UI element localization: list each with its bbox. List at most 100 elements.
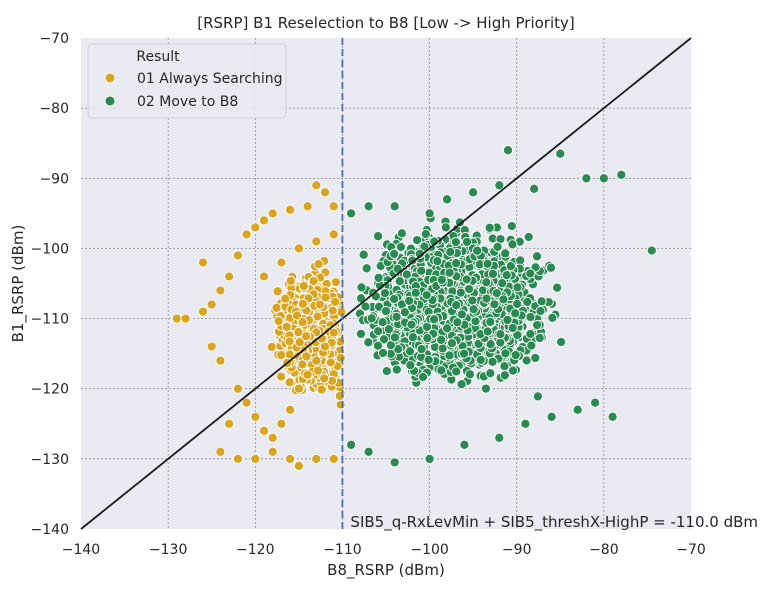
data-point-move-to-b8 — [452, 317, 463, 328]
data-point-move-to-b8 — [525, 328, 536, 340]
data-point-move-to-b8 — [481, 293, 492, 304]
data-point-move-to-b8 — [534, 332, 545, 344]
data-point-always-searching — [284, 336, 295, 347]
data-point-always-searching — [302, 369, 313, 380]
x-tick-label: −90 — [502, 542, 532, 558]
data-point-move-to-b8 — [455, 287, 466, 298]
data-point-move-to-b8 — [410, 287, 421, 298]
legend-marker-always-searching — [104, 72, 116, 84]
data-point-move-to-b8 — [436, 274, 447, 285]
data-point-always-searching — [241, 397, 252, 408]
data-point-move-to-b8 — [484, 222, 495, 233]
data-point-always-searching — [284, 377, 295, 388]
data-point-always-searching — [232, 383, 243, 394]
data-point-always-searching — [311, 453, 322, 464]
data-point-move-to-b8 — [429, 314, 440, 325]
data-point-always-searching — [301, 331, 312, 342]
data-point-move-to-b8 — [346, 439, 357, 450]
data-point-always-searching — [258, 425, 270, 436]
data-point-always-searching — [241, 229, 252, 240]
data-point-move-to-b8 — [381, 366, 392, 377]
data-point-always-searching — [273, 316, 284, 327]
data-point-move-to-b8 — [480, 383, 491, 394]
data-point-move-to-b8 — [616, 169, 627, 180]
data-point-move-to-b8 — [498, 294, 509, 305]
data-point-always-searching — [330, 277, 341, 288]
data-point-move-to-b8 — [389, 293, 400, 305]
data-point-move-to-b8 — [461, 274, 472, 285]
data-point-move-to-b8 — [422, 333, 433, 344]
data-point-move-to-b8 — [531, 251, 543, 262]
data-point-move-to-b8 — [485, 368, 496, 379]
data-point-move-to-b8 — [501, 270, 512, 281]
data-point-always-searching — [319, 187, 331, 198]
data-point-move-to-b8 — [389, 248, 400, 259]
data-point-always-searching — [298, 280, 309, 292]
data-point-move-to-b8 — [546, 411, 557, 422]
y-tick-label: −110 — [31, 312, 69, 328]
data-point-move-to-b8 — [437, 343, 448, 354]
data-point-move-to-b8 — [552, 282, 563, 293]
data-point-move-to-b8 — [482, 258, 493, 269]
data-point-move-to-b8 — [395, 241, 406, 253]
data-point-always-searching — [297, 359, 308, 370]
data-point-move-to-b8 — [417, 371, 429, 383]
data-point-move-to-b8 — [451, 300, 462, 311]
data-point-move-to-b8 — [532, 391, 543, 402]
legend-box — [87, 43, 287, 119]
data-point-move-to-b8 — [407, 332, 418, 343]
data-point-always-searching — [291, 310, 303, 321]
x-tick-label: −70 — [676, 542, 706, 558]
data-point-always-searching — [250, 411, 261, 422]
data-point-always-searching — [312, 311, 323, 322]
data-point-move-to-b8 — [391, 364, 402, 375]
threshold-annotation: SIB5_q-RxLevMin + SIB5_threshX-HighP = -… — [350, 513, 758, 532]
data-point-move-to-b8 — [572, 404, 583, 415]
data-point-move-to-b8 — [526, 340, 537, 351]
data-point-always-searching — [267, 432, 278, 443]
reference-diagonal-line — [80, 37, 692, 530]
y-axis-ticks: −140 −130 −120 −110 −100 −90 −80 −70 — [31, 31, 69, 538]
legend-title: Result — [136, 49, 180, 65]
data-point-move-to-b8 — [441, 194, 453, 205]
data-point-move-to-b8 — [414, 248, 425, 259]
data-point-always-searching — [276, 371, 287, 382]
data-point-move-to-b8 — [356, 282, 367, 293]
data-point-always-searching — [285, 404, 296, 415]
data-point-move-to-b8 — [494, 180, 505, 191]
data-point-move-to-b8 — [451, 258, 462, 269]
y-axis-label: B1_RSRP (dBm) — [9, 225, 28, 343]
data-point-always-searching — [276, 418, 287, 429]
data-point-move-to-b8 — [420, 228, 431, 240]
data-point-always-searching — [258, 271, 270, 282]
data-point-always-searching — [267, 446, 278, 457]
y-tick-label: −90 — [39, 171, 69, 187]
data-point-move-to-b8 — [495, 337, 506, 348]
data-point-always-searching — [224, 418, 235, 429]
data-point-always-searching — [293, 383, 304, 394]
data-point-move-to-b8 — [470, 316, 481, 327]
data-point-move-to-b8 — [492, 241, 503, 252]
data-point-always-searching — [328, 453, 339, 464]
data-point-move-to-b8 — [399, 307, 410, 318]
x-tick-label: −140 — [62, 542, 100, 558]
data-point-always-searching — [311, 180, 322, 191]
data-point-move-to-b8 — [378, 334, 390, 345]
data-point-move-to-b8 — [475, 354, 486, 365]
data-point-move-to-b8 — [525, 311, 536, 323]
data-point-move-to-b8 — [379, 288, 391, 299]
data-point-move-to-b8 — [468, 187, 479, 198]
x-tick-label: −100 — [410, 542, 448, 558]
legend-label-always-searching: 01 Always Searching — [137, 71, 283, 87]
data-point-move-to-b8 — [461, 236, 473, 247]
x-tick-label: −110 — [323, 542, 361, 558]
data-point-move-to-b8 — [499, 370, 510, 381]
data-point-always-searching — [171, 313, 182, 324]
data-point-move-to-b8 — [590, 397, 601, 408]
data-point-move-to-b8 — [383, 324, 394, 335]
data-point-move-to-b8 — [440, 222, 451, 233]
data-point-move-to-b8 — [525, 268, 536, 279]
data-point-always-searching — [206, 299, 217, 310]
data-point-move-to-b8 — [404, 346, 416, 357]
data-point-move-to-b8 — [512, 298, 523, 310]
